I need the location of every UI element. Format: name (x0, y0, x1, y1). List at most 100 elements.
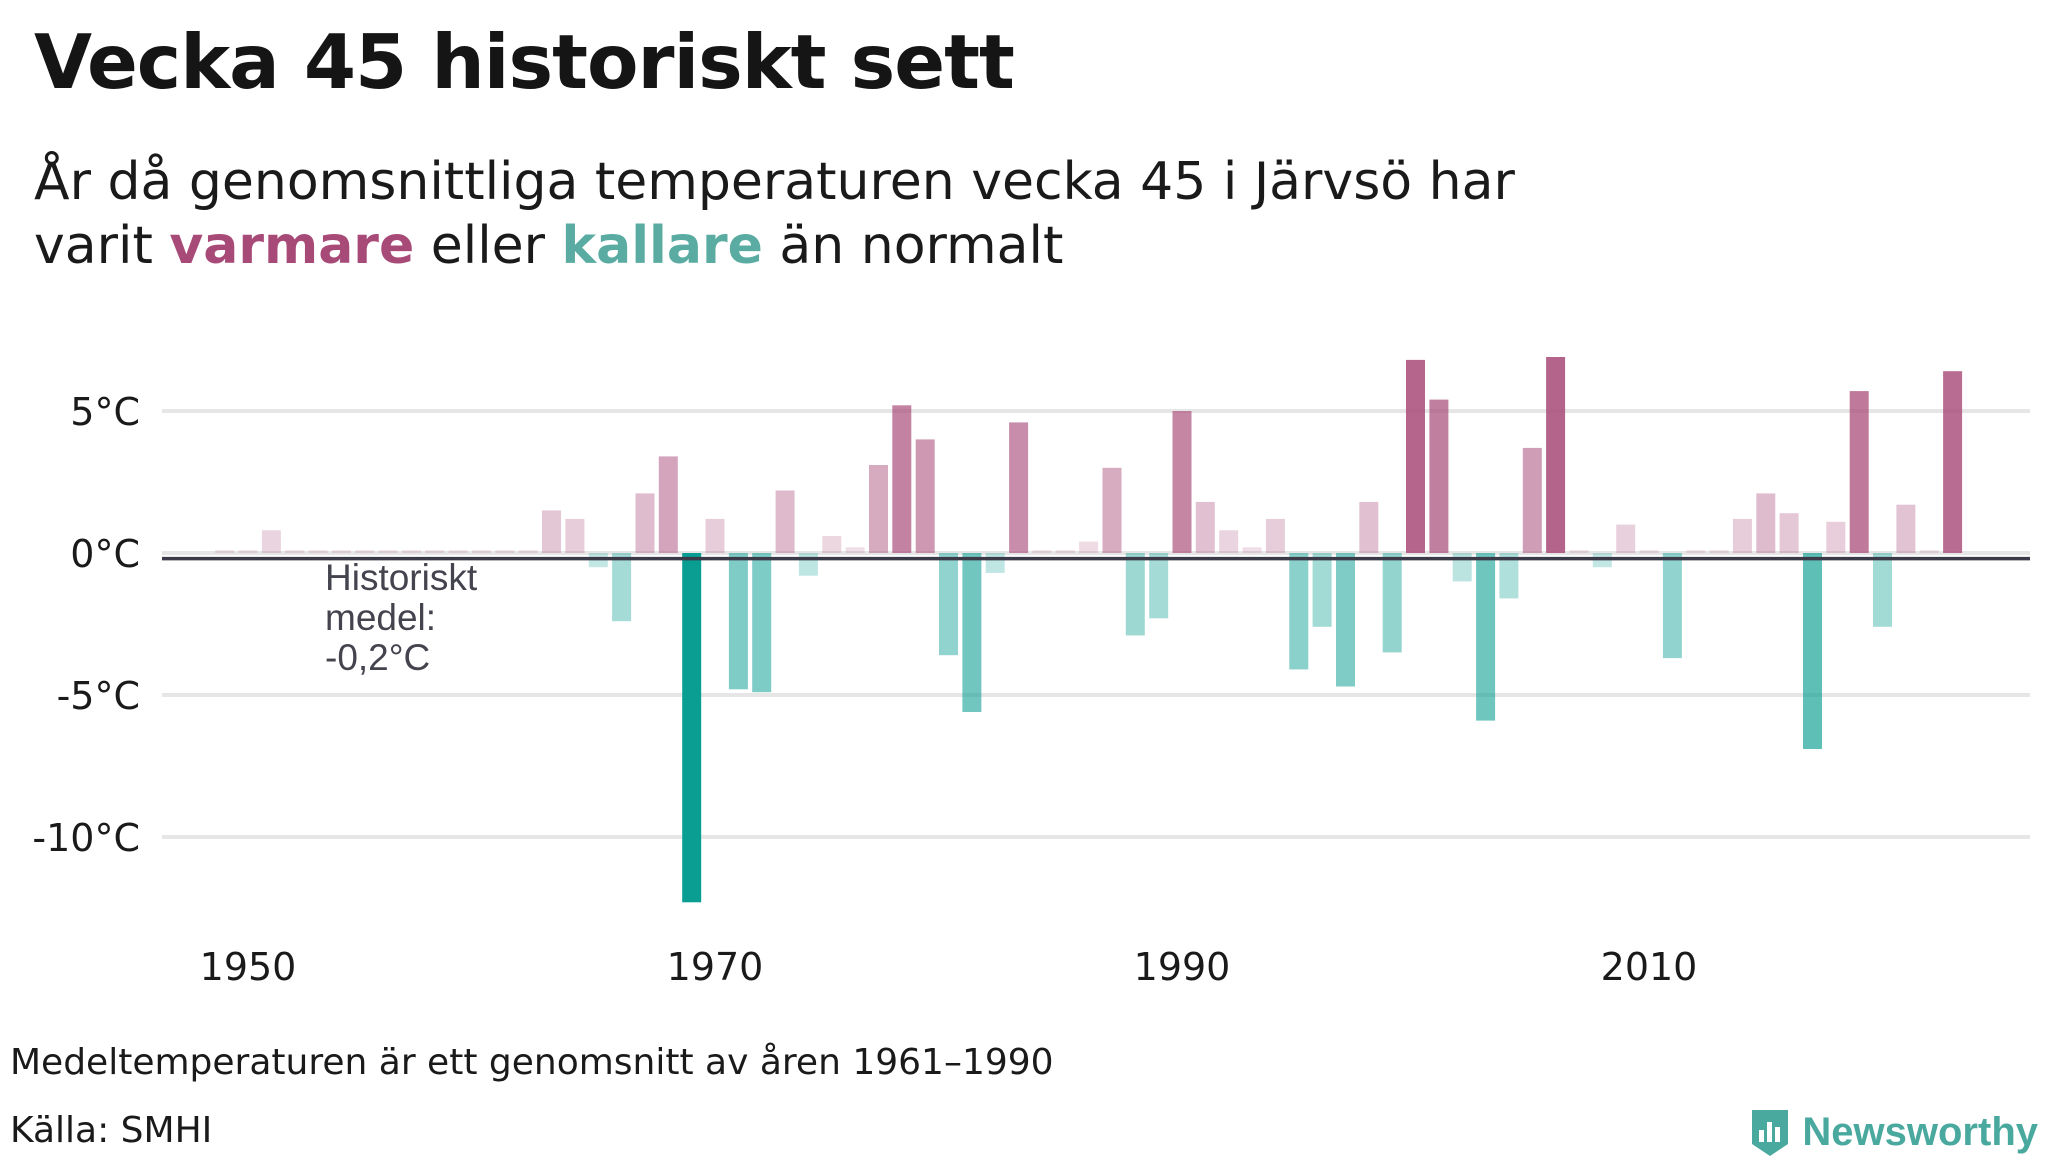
annotation-line-1: Historiskt (325, 557, 478, 598)
bar-1972 (752, 553, 772, 693)
y-tick-label: 0°C (70, 532, 140, 576)
subtitle-middle: eller (414, 216, 562, 276)
bar-1997 (1336, 553, 1355, 687)
brand-name: Newsworthy (1802, 1109, 2038, 1154)
bar-1994 (1265, 518, 1285, 553)
bar-1976 (845, 547, 865, 553)
bar-2022 (1919, 550, 1939, 553)
bar-2017 (1803, 553, 1822, 749)
bar-1966 (612, 553, 632, 622)
x-tick-label: 1950 (200, 945, 297, 989)
bar-2000 (1406, 359, 1425, 553)
bar-1977 (869, 465, 888, 553)
bar-2005 (1522, 447, 1542, 553)
bar-1960 (472, 550, 491, 553)
grid-lines (162, 409, 2030, 839)
bar-1964 (565, 518, 585, 553)
bar-1951 (261, 530, 281, 553)
y-axis-labels: 5°C 0°C -5°C -10°C (32, 390, 140, 860)
subtitle: År då genomsnittliga temperaturen vecka … (34, 150, 1515, 278)
bar-1973 (775, 490, 795, 553)
bar-2013 (1709, 550, 1729, 553)
bar-2016 (1779, 513, 1799, 553)
bar-1985 (1055, 550, 1075, 553)
bar-1952 (285, 550, 305, 553)
annotation-line-2: medel: (325, 597, 436, 638)
bar-1978 (892, 405, 912, 553)
bar-1986 (1079, 541, 1099, 553)
bar-1971 (728, 553, 748, 690)
bar-1980 (939, 553, 958, 656)
bar-2019 (1849, 391, 1869, 553)
bar-2015 (1756, 493, 1776, 553)
bar-1958 (425, 550, 445, 553)
bar-1981 (962, 553, 982, 712)
bar-1950 (238, 550, 258, 553)
bars (215, 357, 1963, 903)
bar-2007 (1569, 550, 1589, 553)
bar-2014 (1732, 518, 1752, 553)
bar-1982 (985, 553, 1005, 573)
bar-1959 (448, 550, 468, 553)
bar-1992 (1219, 530, 1239, 553)
y-tick-label: -5°C (57, 674, 140, 718)
bar-1955 (355, 550, 375, 553)
bar-1991 (1195, 501, 1215, 553)
bar-2021 (1896, 504, 1916, 553)
subtitle-line-2: varit varmare eller kallare än normalt (34, 214, 1515, 278)
x-tick-label: 1970 (667, 945, 764, 989)
bar-1998 (1359, 501, 1379, 553)
bar-1953 (308, 550, 328, 553)
bar-1990 (1172, 411, 1192, 553)
subtitle-prefix: varit (34, 216, 170, 276)
x-tick-label: 1990 (1134, 945, 1231, 989)
bar-1974 (798, 553, 818, 576)
bar-1993 (1242, 547, 1262, 553)
bar-1954 (331, 550, 351, 553)
bar-2001 (1429, 399, 1449, 553)
bar-1967 (635, 493, 655, 553)
y-tick-label: 5°C (70, 390, 140, 434)
bar-1961 (495, 550, 515, 553)
bar-1987 (1102, 467, 1122, 553)
bar-1995 (1289, 553, 1309, 670)
bar-1975 (822, 536, 842, 553)
bar-1949 (215, 550, 235, 553)
bar-2018 (1826, 521, 1846, 553)
bar-1962 (518, 550, 538, 553)
bar-1988 (1125, 553, 1145, 636)
bar-1956 (378, 550, 398, 553)
baseline-annotation: Historiskt medel: -0,2°C (325, 557, 478, 678)
temperature-bar-chart: 5°C 0°C -5°C -10°C 1950 1970 1990 2010 Histori… (32, 357, 2030, 989)
bar-2006 (1546, 357, 1566, 553)
bar-2003 (1476, 553, 1496, 721)
bar-1983 (1009, 422, 1029, 553)
bar-1996 (1312, 553, 1332, 627)
bar-1963 (542, 510, 561, 553)
bar-1957 (402, 550, 421, 553)
bar-1968 (658, 456, 678, 553)
bar-2009 (1616, 524, 1636, 553)
cold-word: kallare (561, 216, 763, 276)
x-tick-label: 2010 (1601, 945, 1698, 989)
bar-1979 (915, 439, 935, 553)
footnote: Medeltemperaturen är ett genomsnitt av å… (10, 1042, 1054, 1083)
brand-logo: Newsworthy (1748, 1106, 2038, 1158)
warm-word: varmare (169, 216, 415, 276)
bar-1989 (1149, 553, 1169, 619)
bar-1970 (705, 518, 725, 553)
bar-2011 (1662, 553, 1682, 659)
subtitle-suffix: än normalt (762, 216, 1064, 276)
bar-1984 (1032, 550, 1052, 553)
bar-2012 (1686, 550, 1706, 553)
bar-2004 (1499, 553, 1519, 599)
bar-2010 (1639, 550, 1659, 553)
y-tick-label: -10°C (32, 816, 140, 860)
annotation-line-3: -0,2°C (325, 637, 430, 678)
page-title: Vecka 45 historiskt sett (34, 18, 1015, 106)
source-note: Källa: SMHI (10, 1110, 213, 1151)
bar-chart-badge-icon (1752, 1110, 1789, 1156)
bar-1969 (682, 553, 702, 903)
baseline-annotation-text: Historiskt medel: -0,2°C (325, 557, 478, 678)
x-axis-labels: 1950 1970 1990 2010 (200, 945, 1698, 989)
